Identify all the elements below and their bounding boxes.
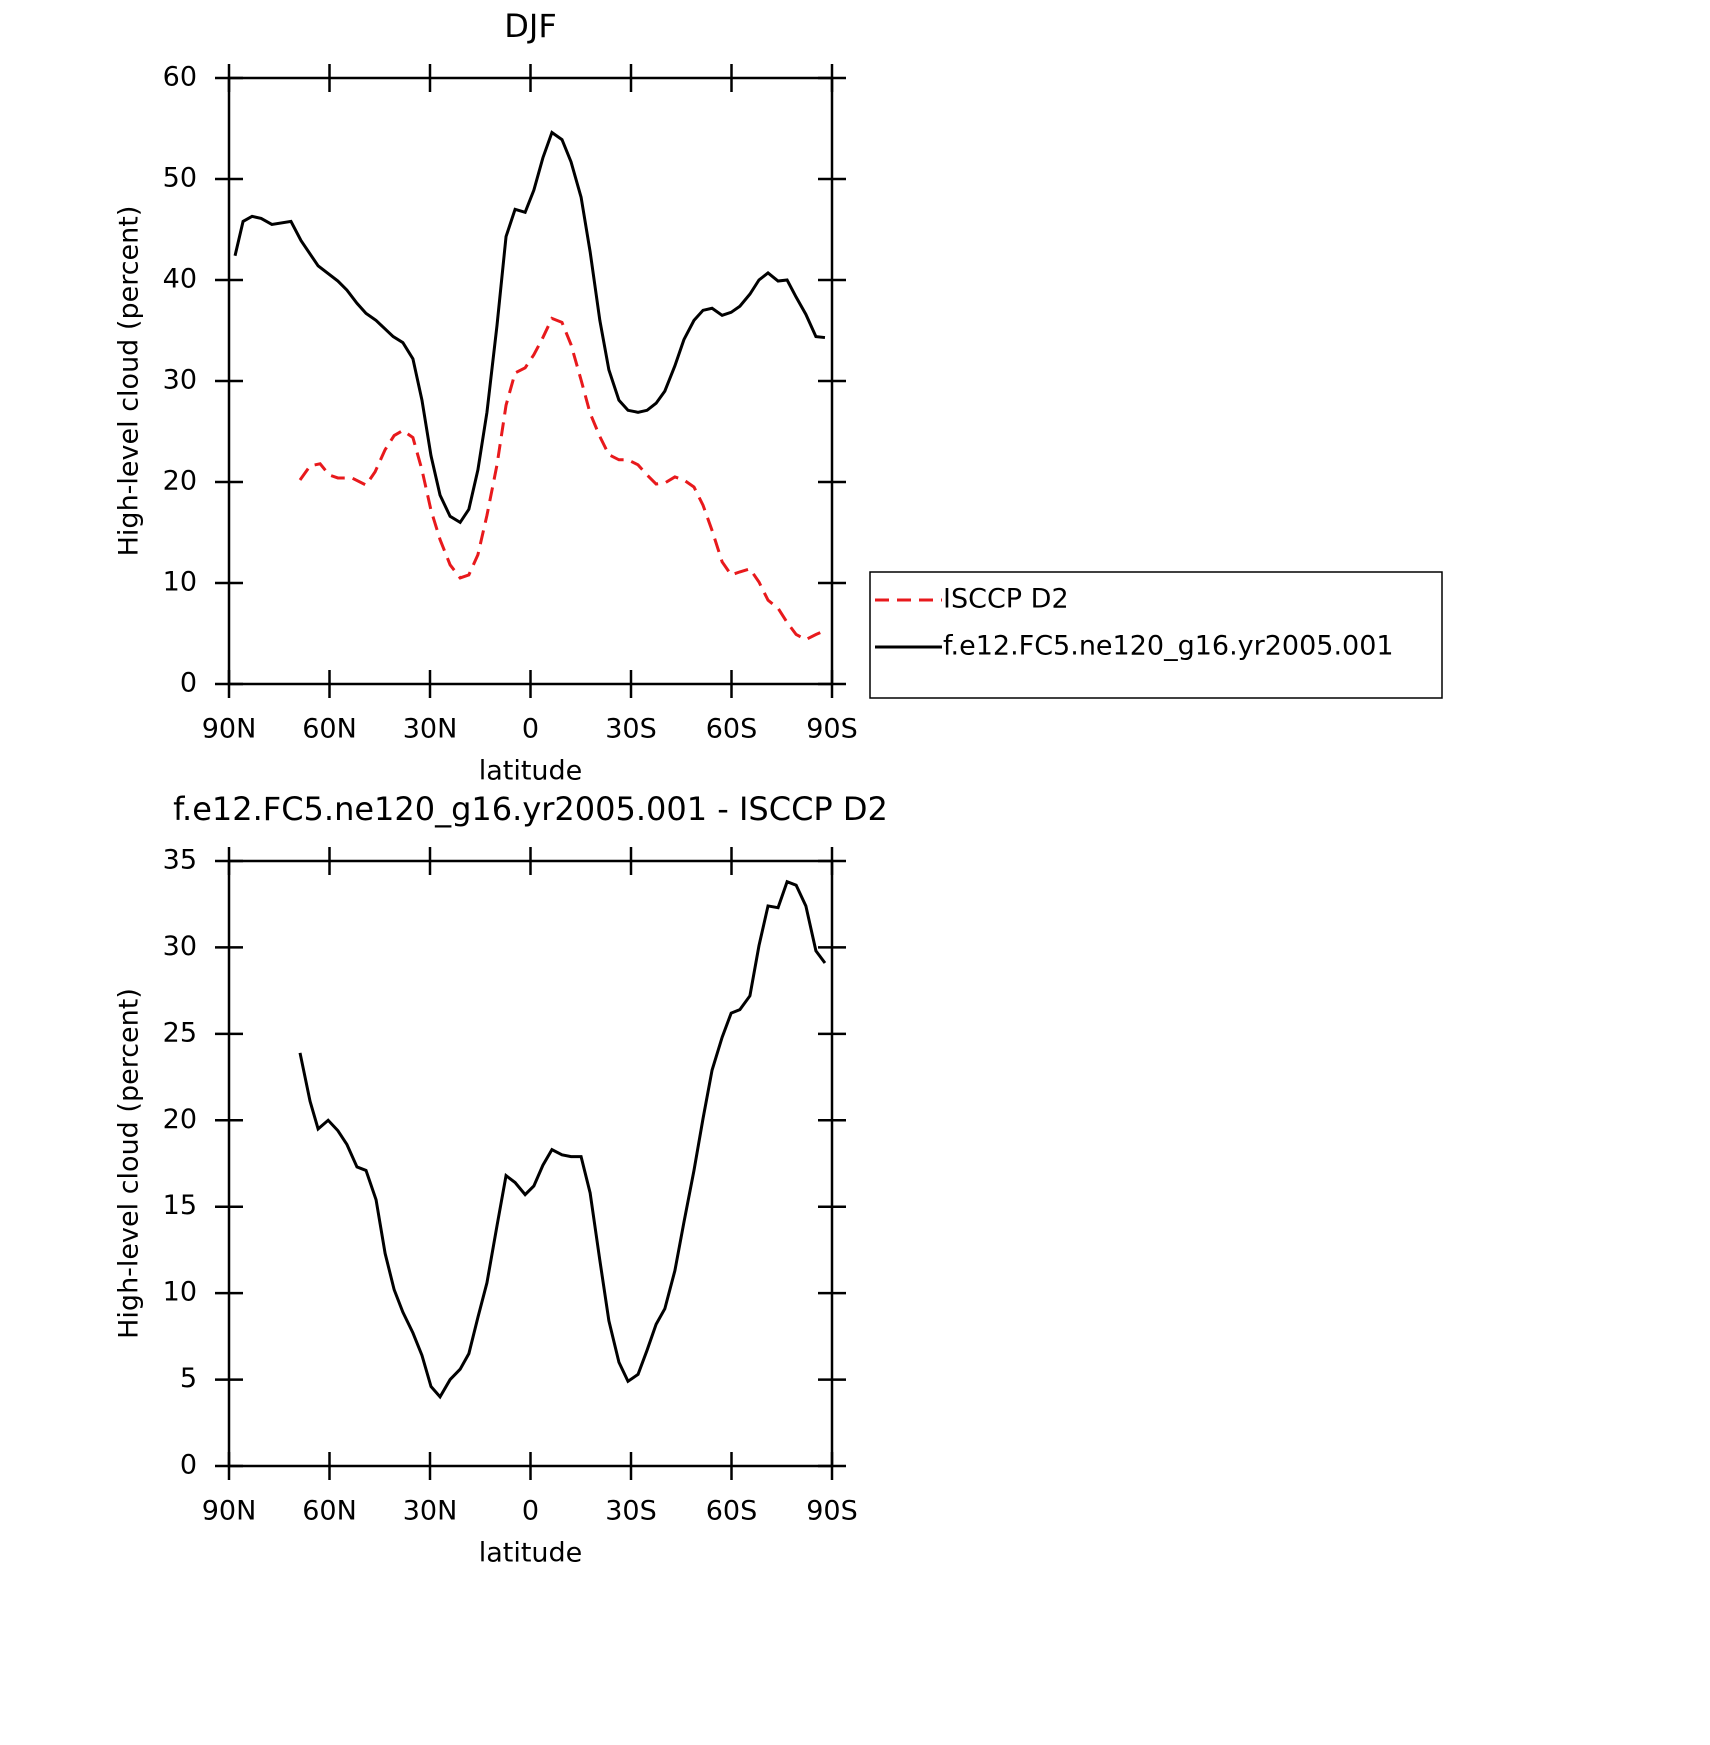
y-axis-label: High-level cloud (percent) [114,206,145,557]
x-tick-label: 90N [202,1496,257,1527]
x-tick-label: 30N [403,714,458,745]
x-tick-label: 0 [522,714,539,745]
plot-frame [227,76,834,686]
y-tick-label: 15 [163,1190,197,1221]
x-tick-label: 90S [806,1496,858,1527]
x-axis-label: latitude [479,1538,583,1569]
y-tick-label: 5 [180,1363,197,1394]
x-axis-label: latitude [479,756,583,787]
x-tick-label: 0 [522,1496,539,1527]
legend-box [869,571,1443,699]
chart-title: DJF [504,7,556,45]
y-tick-label: 30 [163,365,197,396]
x-tick-label: 30S [605,714,657,745]
y-axis-label: High-level cloud (percent) [114,988,145,1339]
y-tick-label: 35 [163,845,197,876]
y-tick-label: 30 [163,931,197,962]
y-tick-label: 0 [180,1450,197,1481]
y-tick-label: 20 [163,466,197,497]
y-tick-label: 10 [163,1277,197,1308]
y-tick-label: 40 [163,264,197,295]
x-tick-label: 60S [706,714,758,745]
x-tick-label: 60N [302,714,357,745]
data-line [298,316,826,642]
legend-label: f.e12.FC5.ne120_g16.yr2005.001 [943,631,1394,662]
y-tick-label: 20 [163,1104,197,1135]
plot-frame [227,859,834,1468]
data-line [233,130,826,525]
x-tick-label: 30S [605,1496,657,1527]
x-tick-label: 90S [806,714,858,745]
y-tick-label: 10 [163,567,197,598]
data-line [298,879,827,1400]
x-tick-label: 30N [403,1496,458,1527]
x-tick-label: 60N [302,1496,357,1527]
x-tick-label: 90N [202,714,257,745]
y-tick-label: 25 [163,1017,197,1048]
x-tick-label: 60S [706,1496,758,1527]
y-tick-label: 60 [163,62,197,93]
chart-title: f.e12.FC5.ne120_g16.yr2005.001 - ISCCP D… [173,790,888,828]
y-tick-label: 50 [163,163,197,194]
legend-label: ISCCP D2 [943,584,1069,615]
y-tick-label: 0 [180,668,197,699]
